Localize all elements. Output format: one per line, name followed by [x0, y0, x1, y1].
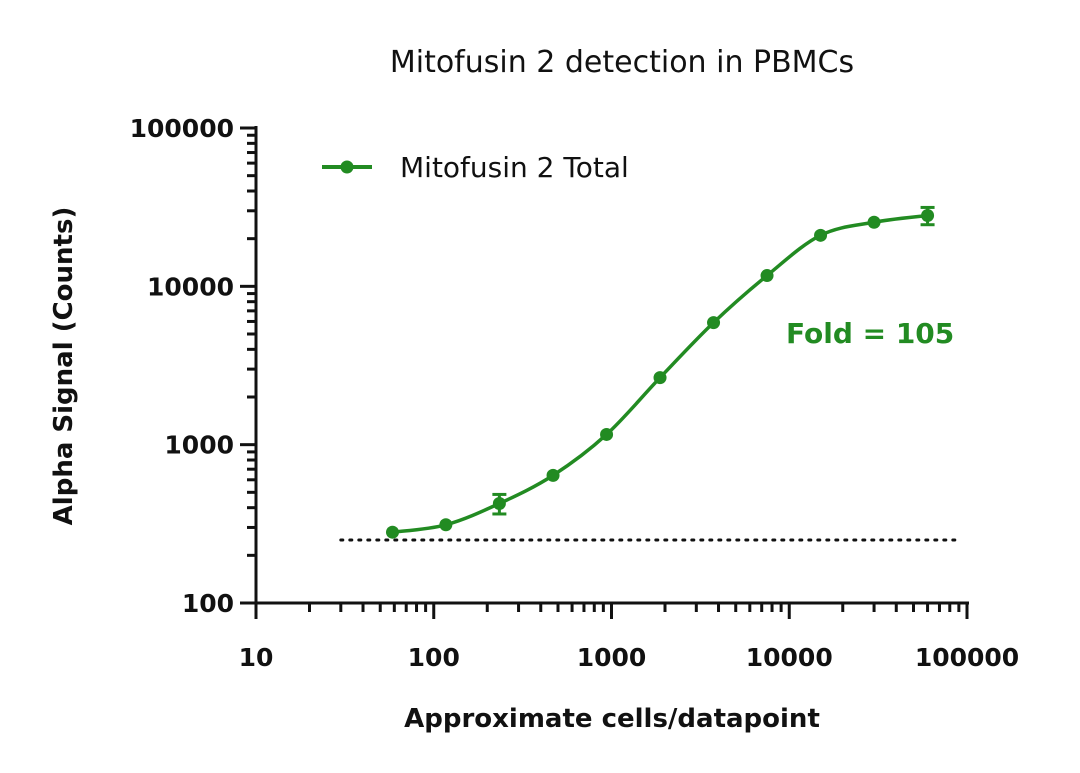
x-tick-label: 100	[408, 643, 460, 672]
data-point	[600, 427, 614, 441]
legend-marker	[340, 160, 354, 174]
legend-label: Mitofusin 2 Total	[400, 151, 629, 184]
fold-annotation: Fold = 105	[786, 317, 954, 350]
legend: Mitofusin 2 Total	[322, 151, 629, 184]
y-tick-label: 100	[182, 589, 234, 618]
x-tick-label: 100000	[915, 643, 1019, 672]
x-tick-label: 10	[239, 643, 274, 672]
data-point	[546, 468, 560, 482]
data-point	[760, 269, 774, 283]
chart-title: Mitofusin 2 detection in PBMCs	[390, 45, 854, 80]
x-tick-label: 10000	[746, 643, 833, 672]
data-point	[385, 525, 399, 539]
x-tick-label: 1000	[577, 643, 647, 672]
y-tick-label: 100000	[130, 114, 234, 143]
data-point	[439, 518, 453, 532]
plot-area	[339, 205, 961, 542]
data-point	[867, 215, 881, 229]
data-point	[921, 209, 935, 223]
y-tick-label: 10000	[147, 272, 234, 301]
data-point	[492, 497, 506, 511]
y-tick-label: 1000	[164, 431, 234, 460]
x-axis-label: Approximate cells/datapoint	[404, 704, 820, 734]
data-point	[707, 316, 721, 330]
y-axis-label: Alpha Signal (Counts)	[49, 207, 79, 526]
data-point	[814, 228, 828, 242]
axes	[240, 126, 969, 619]
data-point	[653, 371, 667, 385]
